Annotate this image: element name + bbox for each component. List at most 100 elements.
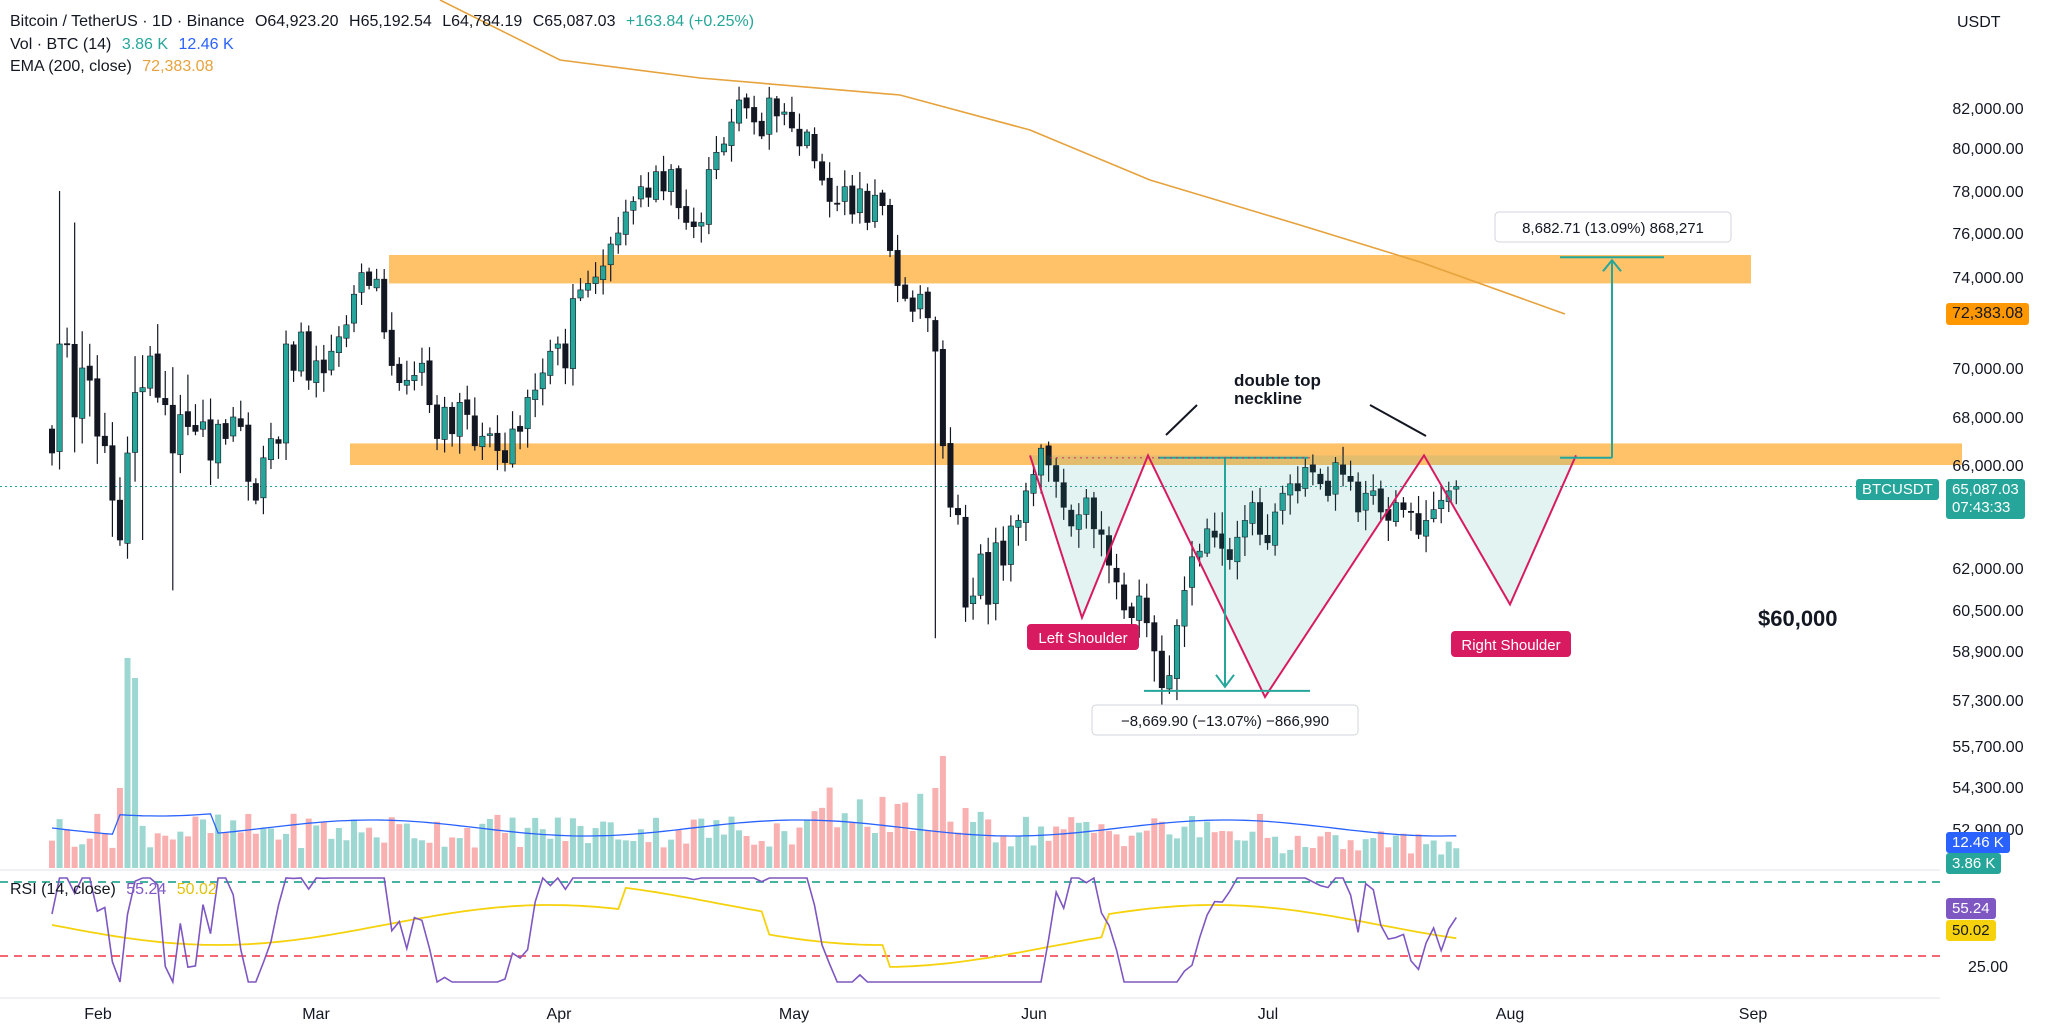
candle-body — [705, 169, 712, 225]
countdown-value: 07:43:33 — [1952, 499, 2011, 516]
volume-bar — [290, 813, 297, 868]
candle-body — [947, 443, 954, 508]
candle-body — [1075, 514, 1082, 530]
volume-bar — [335, 828, 342, 868]
candle-body — [192, 425, 199, 432]
volume-bar — [64, 829, 71, 868]
volume-bar — [909, 830, 916, 868]
volume-legend[interactable]: Vol · BTC (14) 3.86 K 12.46 K — [10, 35, 240, 55]
candle-body — [1332, 462, 1339, 495]
candle-body — [1121, 584, 1128, 611]
volume-bar — [637, 829, 644, 868]
rsi-tick-label: 25.00 — [1968, 959, 2008, 976]
candle-body — [819, 161, 826, 181]
candle-body — [1181, 590, 1188, 627]
volume-bar — [1415, 834, 1422, 868]
volume-bar — [184, 836, 191, 868]
candle-body — [615, 232, 622, 246]
candle-body — [660, 171, 667, 192]
volume-bar — [1181, 826, 1188, 868]
ema-legend-value: 72,383.08 — [142, 58, 214, 75]
volume-bar — [1060, 829, 1067, 868]
volume-bar — [1106, 830, 1112, 868]
volume-bar — [532, 817, 539, 868]
candle-body — [524, 397, 531, 429]
candle-body — [932, 320, 939, 352]
pattern-fill — [1030, 455, 1424, 697]
left-shoulder-label: Left Shoulder — [1038, 630, 1127, 647]
volume-bar — [434, 821, 441, 868]
volume-bar — [690, 819, 697, 868]
volume-bar — [1015, 835, 1022, 868]
volume-bar — [698, 818, 705, 868]
candle-body — [1053, 465, 1060, 482]
volume-bar — [585, 843, 592, 868]
volume-bar — [985, 819, 992, 868]
candle-body — [222, 423, 229, 439]
volume-bar — [79, 844, 86, 868]
candle-body — [1083, 497, 1090, 515]
candle-body — [411, 375, 418, 381]
candle-body — [547, 350, 554, 376]
volume-bar — [154, 833, 161, 868]
candle-body — [985, 552, 992, 605]
volume-bar — [660, 847, 667, 868]
ema-legend[interactable]: EMA (200, close) 72,383.08 — [10, 57, 219, 77]
candle-body — [1287, 483, 1294, 496]
candle-body — [592, 276, 599, 284]
candle-body — [71, 343, 78, 418]
candle-body — [766, 97, 773, 135]
volume-bar — [947, 821, 954, 868]
candle-body — [1045, 445, 1052, 466]
volume-bar — [1324, 831, 1331, 868]
volume-bar — [539, 829, 546, 868]
volume-bar — [215, 814, 222, 868]
candle-body — [1211, 530, 1218, 538]
volume-bar — [418, 840, 425, 868]
volume-bar — [728, 816, 735, 868]
candle-body — [1234, 536, 1241, 563]
volume-bar — [630, 840, 637, 868]
volume-bar — [871, 833, 878, 868]
candle-body — [781, 111, 788, 115]
candle-body — [418, 362, 425, 373]
candle-body — [1324, 480, 1331, 496]
candle-body — [720, 143, 727, 153]
volume-bar — [758, 840, 765, 868]
ema-price-tag: 72,383.08 — [1946, 303, 2030, 325]
volume-bar — [788, 844, 795, 868]
candle-body — [1355, 481, 1362, 513]
volume-bar — [132, 678, 139, 868]
close-value: C65,087.03 — [532, 13, 616, 30]
candle-body — [1362, 492, 1369, 511]
candle-body — [939, 348, 946, 447]
volume-bar — [1121, 846, 1128, 868]
currency-label[interactable]: USDT — [1957, 14, 2001, 31]
symbol-title[interactable]: Bitcoin / TetherUS · 1D · Binance — [10, 13, 245, 30]
candle-body — [977, 553, 984, 596]
symbol-tag: BTCUSDT — [1856, 479, 1939, 500]
volume-bar — [237, 832, 244, 868]
volume-bar — [320, 822, 327, 868]
candle-body — [109, 445, 116, 501]
candle-body — [585, 283, 592, 291]
high-value: H65,192.54 — [349, 13, 432, 30]
volume-bar — [615, 839, 622, 868]
candle-body — [64, 343, 71, 346]
volume-bar — [751, 844, 758, 868]
volume-bar — [449, 837, 456, 868]
volume-bar — [502, 832, 508, 868]
right-shoulder-label: Right Shoulder — [1461, 637, 1560, 654]
candle-body — [381, 278, 388, 333]
volume-bar — [1438, 854, 1445, 868]
rsi-tag: 55.24 — [1946, 898, 1996, 919]
measure-up-arrow — [1602, 258, 1622, 272]
candle-body — [826, 177, 833, 202]
volume-bar — [486, 819, 493, 868]
volume-bar — [796, 827, 803, 868]
volume-bar — [1045, 840, 1052, 868]
candle-body — [1038, 447, 1045, 476]
rsi-legend[interactable]: RSI (14, close) 55.24 50.02 — [10, 880, 223, 900]
candle-body — [1347, 476, 1354, 482]
volume-bar — [600, 821, 607, 868]
